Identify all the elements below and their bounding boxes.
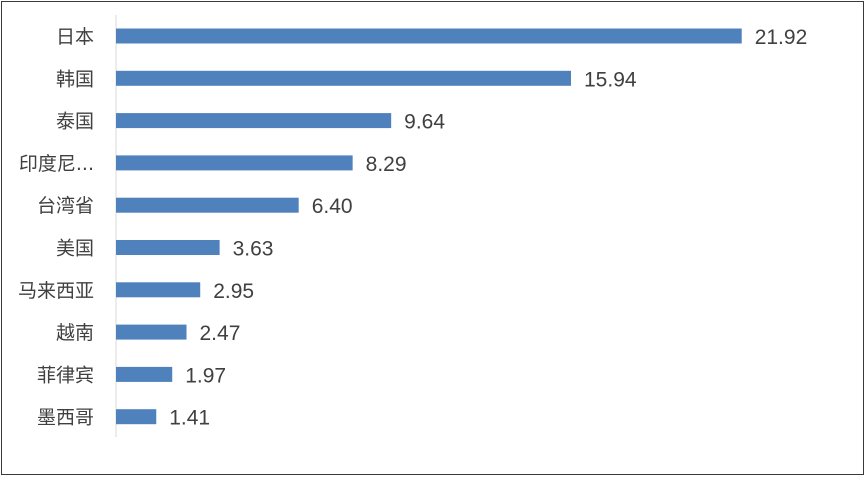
bar-9 [116, 409, 157, 425]
value-label-0: 21.92 [755, 26, 808, 49]
category-label-9: 墨西哥 [37, 407, 94, 429]
value-label-2: 9.64 [404, 111, 445, 134]
category-label-4: 台湾省 [37, 195, 94, 217]
category-label-2: 泰国 [56, 111, 94, 133]
category-label-3: 印度尼... [19, 153, 94, 175]
bar-5 [116, 240, 220, 255]
value-label-6: 2.95 [213, 280, 254, 303]
bar-0 [116, 28, 742, 44]
category-label-1: 韩国 [56, 68, 94, 90]
category-label-5: 美国 [56, 238, 94, 260]
bar-7 [116, 324, 187, 340]
value-label-7: 2.47 [200, 322, 241, 345]
value-label-9: 1.41 [169, 407, 210, 430]
category-label-0: 日本 [56, 26, 94, 48]
value-label-5: 3.63 [233, 238, 274, 261]
value-label-3: 8.29 [366, 153, 407, 176]
category-label-7: 越南 [56, 322, 94, 344]
bar-8 [116, 366, 173, 382]
category-label-8: 菲律宾 [37, 364, 94, 386]
bar-1 [116, 70, 572, 86]
bar-3 [116, 155, 353, 171]
category-label-6: 马来西亚 [18, 280, 94, 302]
bars-group [116, 28, 742, 425]
bar-4 [116, 197, 299, 213]
bar-6 [116, 282, 201, 298]
value-labels: 21.92 15.94 9.64 8.29 6.40 3.63 2.95 2.47 1.97 1.… [169, 26, 807, 430]
value-label-8: 1.97 [185, 364, 226, 387]
value-label-1: 15.94 [584, 68, 637, 91]
bar-2 [116, 113, 392, 129]
value-label-4: 6.40 [312, 195, 353, 218]
